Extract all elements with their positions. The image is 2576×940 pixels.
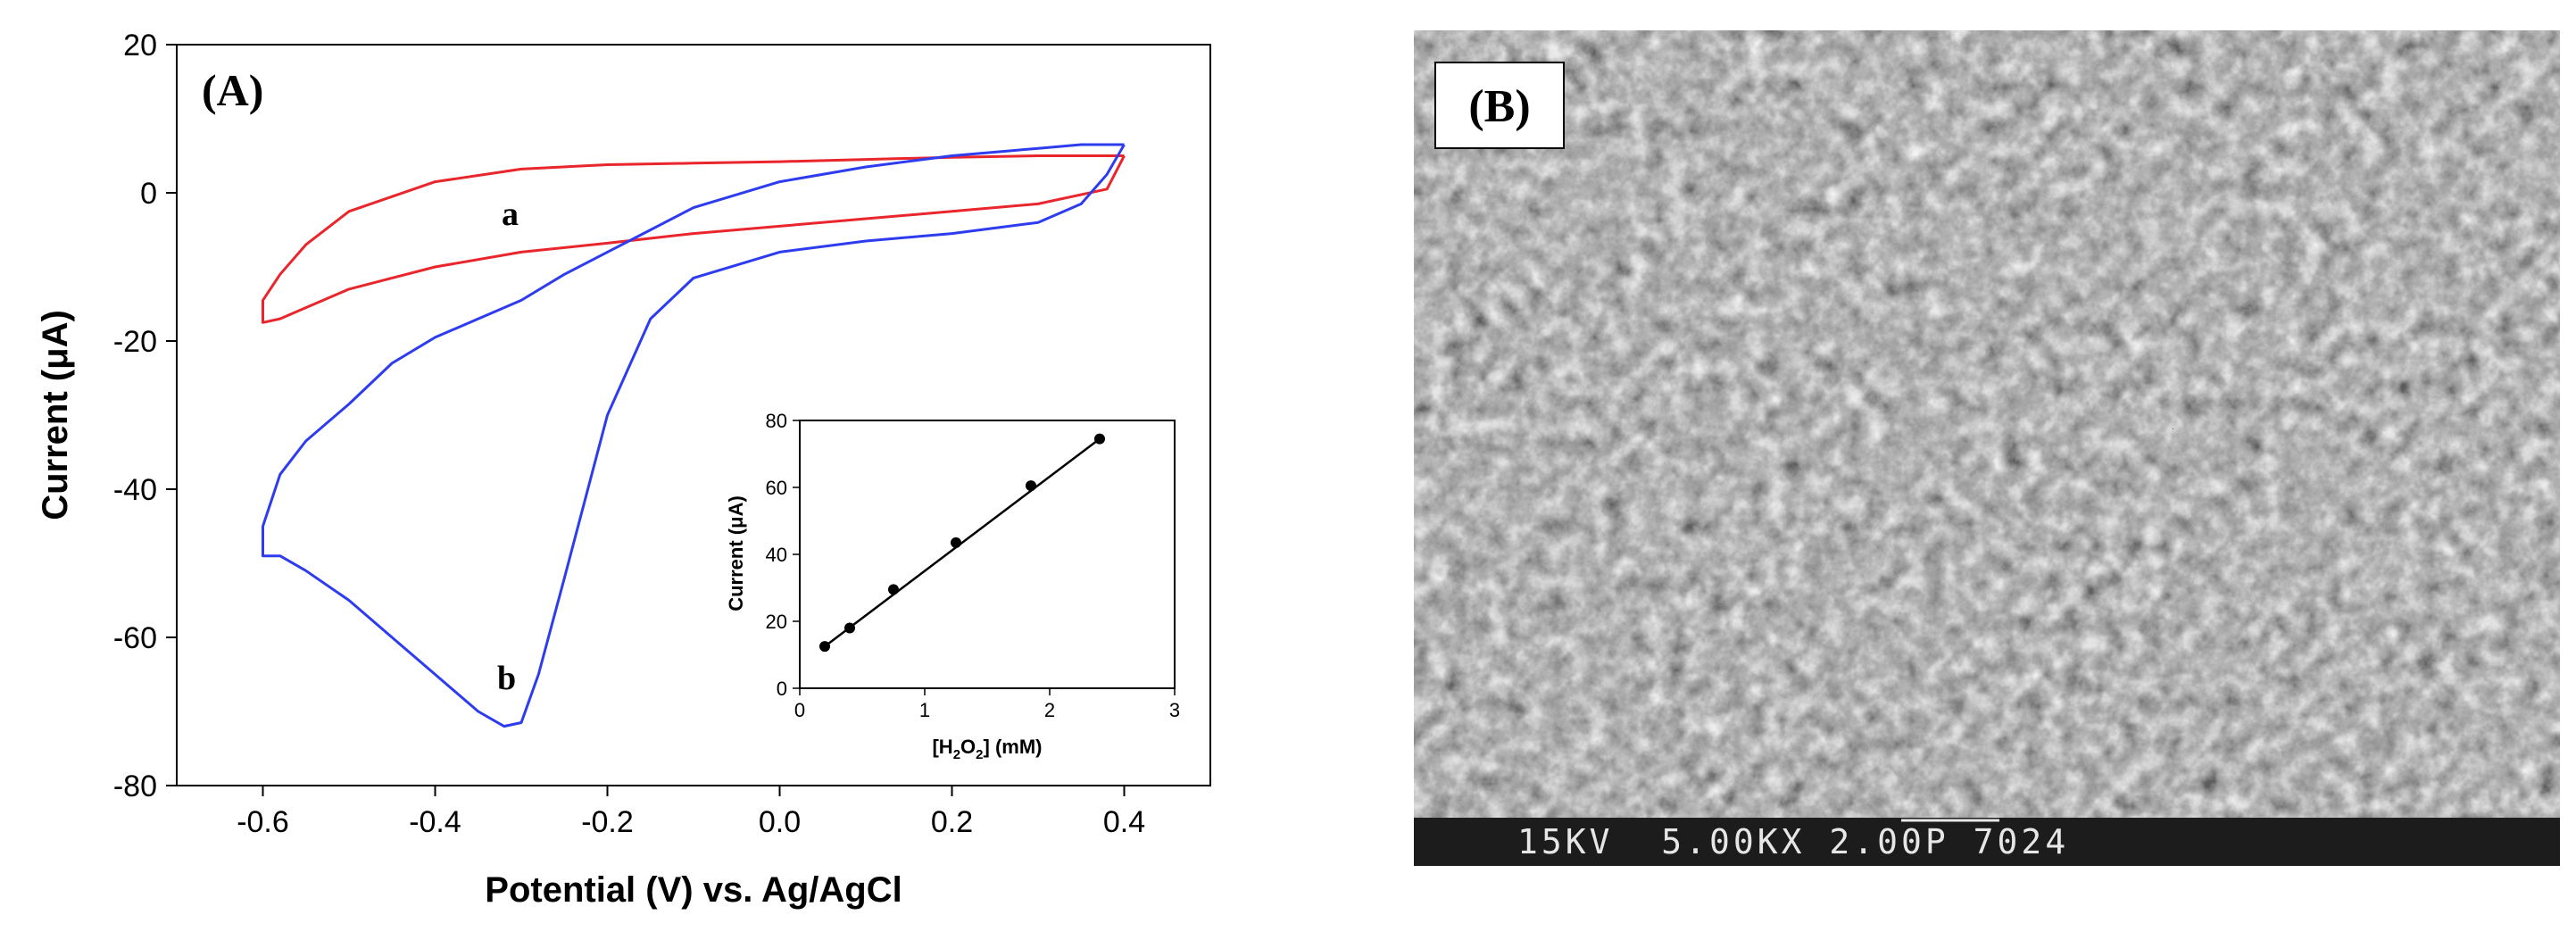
y-tick-label: -60 <box>113 621 157 655</box>
y-tick-label: -80 <box>113 769 157 803</box>
inset-y-tick-label: 40 <box>766 544 787 566</box>
y-tick-label: 0 <box>140 177 157 211</box>
inset-point <box>819 641 830 653</box>
inset-y-tick-label: 0 <box>777 678 787 700</box>
sem-info-bar <box>1414 818 2560 866</box>
inset-point <box>888 584 899 595</box>
inset-y-tick-label: 20 <box>766 611 787 633</box>
y-tick-label: -20 <box>113 325 157 359</box>
y-axis: 20 0 -20 -40 -60 -80 <box>113 29 177 803</box>
inset-frame <box>799 420 1176 689</box>
inset-point <box>1026 480 1036 492</box>
inset-y-axis: 0 20 40 60 80 <box>766 410 800 700</box>
y-tick-label: 20 <box>123 29 157 62</box>
x-tick-label: -0.2 <box>581 805 634 839</box>
y-tick-label: -40 <box>113 473 157 507</box>
inset-chart: 0 20 40 60 80 0 1 2 3 Current (μA) [H2O2] (mM) <box>725 410 1180 762</box>
panel-a-chart: (A) 200-20-40-60-80 -0.6 -0.4 -0.2 0.0 0.2 0.… <box>36 29 1211 910</box>
inset-x-axis-title: [H2O2] (mM) <box>932 736 1042 762</box>
panel-b-micrograph: 15KV 5.00KX 2.00P 7024 (B) <box>1414 30 2560 866</box>
curve-label-b: b <box>497 660 516 697</box>
inset-x-axis: 0 1 2 3 <box>794 688 1180 721</box>
inset-x-tick-label: 2 <box>1044 699 1055 721</box>
curve-label-a: a <box>502 195 519 233</box>
panel-b-label-box <box>1434 62 1565 149</box>
x-axis-title: Potential (V) vs. Ag/AgCl <box>485 870 902 910</box>
x-tick-label: 0.2 <box>931 805 973 839</box>
plot-frame <box>176 44 1211 786</box>
sem-info-text: 15KV 5.00KX 2.00P 7024 <box>1517 822 2069 861</box>
panel-b-label: (B) <box>1468 81 1530 132</box>
inset-x-tick-label: 3 <box>1169 699 1180 721</box>
series-b-line <box>262 143 1126 728</box>
sem-image <box>1414 30 2560 818</box>
inset-point <box>951 537 961 548</box>
inset-points <box>819 433 1105 653</box>
inset-y-axis-title: Current (μA) <box>725 495 747 611</box>
inset-point <box>844 622 855 634</box>
panel-a-label: (A) <box>202 65 263 115</box>
x-tick-label: 0.4 <box>1103 805 1145 839</box>
inset-x-tick-label: 0 <box>794 699 805 721</box>
inset-y-tick-label: 60 <box>766 477 787 499</box>
x-axis: -0.6 -0.4 -0.2 0.0 0.2 0.4 <box>237 786 1145 839</box>
inset-x-tick-label: 1 <box>919 699 930 721</box>
inset-point <box>1094 433 1105 445</box>
inset-y-tick-label: 80 <box>766 410 787 432</box>
x-tick-label: -0.6 <box>237 805 289 839</box>
series-a-line <box>262 154 1126 324</box>
inset-fit-line <box>824 437 1101 648</box>
y-axis-title: Current (μA) <box>36 310 75 520</box>
x-tick-label: 0.0 <box>759 805 801 839</box>
x-tick-label: -0.4 <box>409 805 461 839</box>
